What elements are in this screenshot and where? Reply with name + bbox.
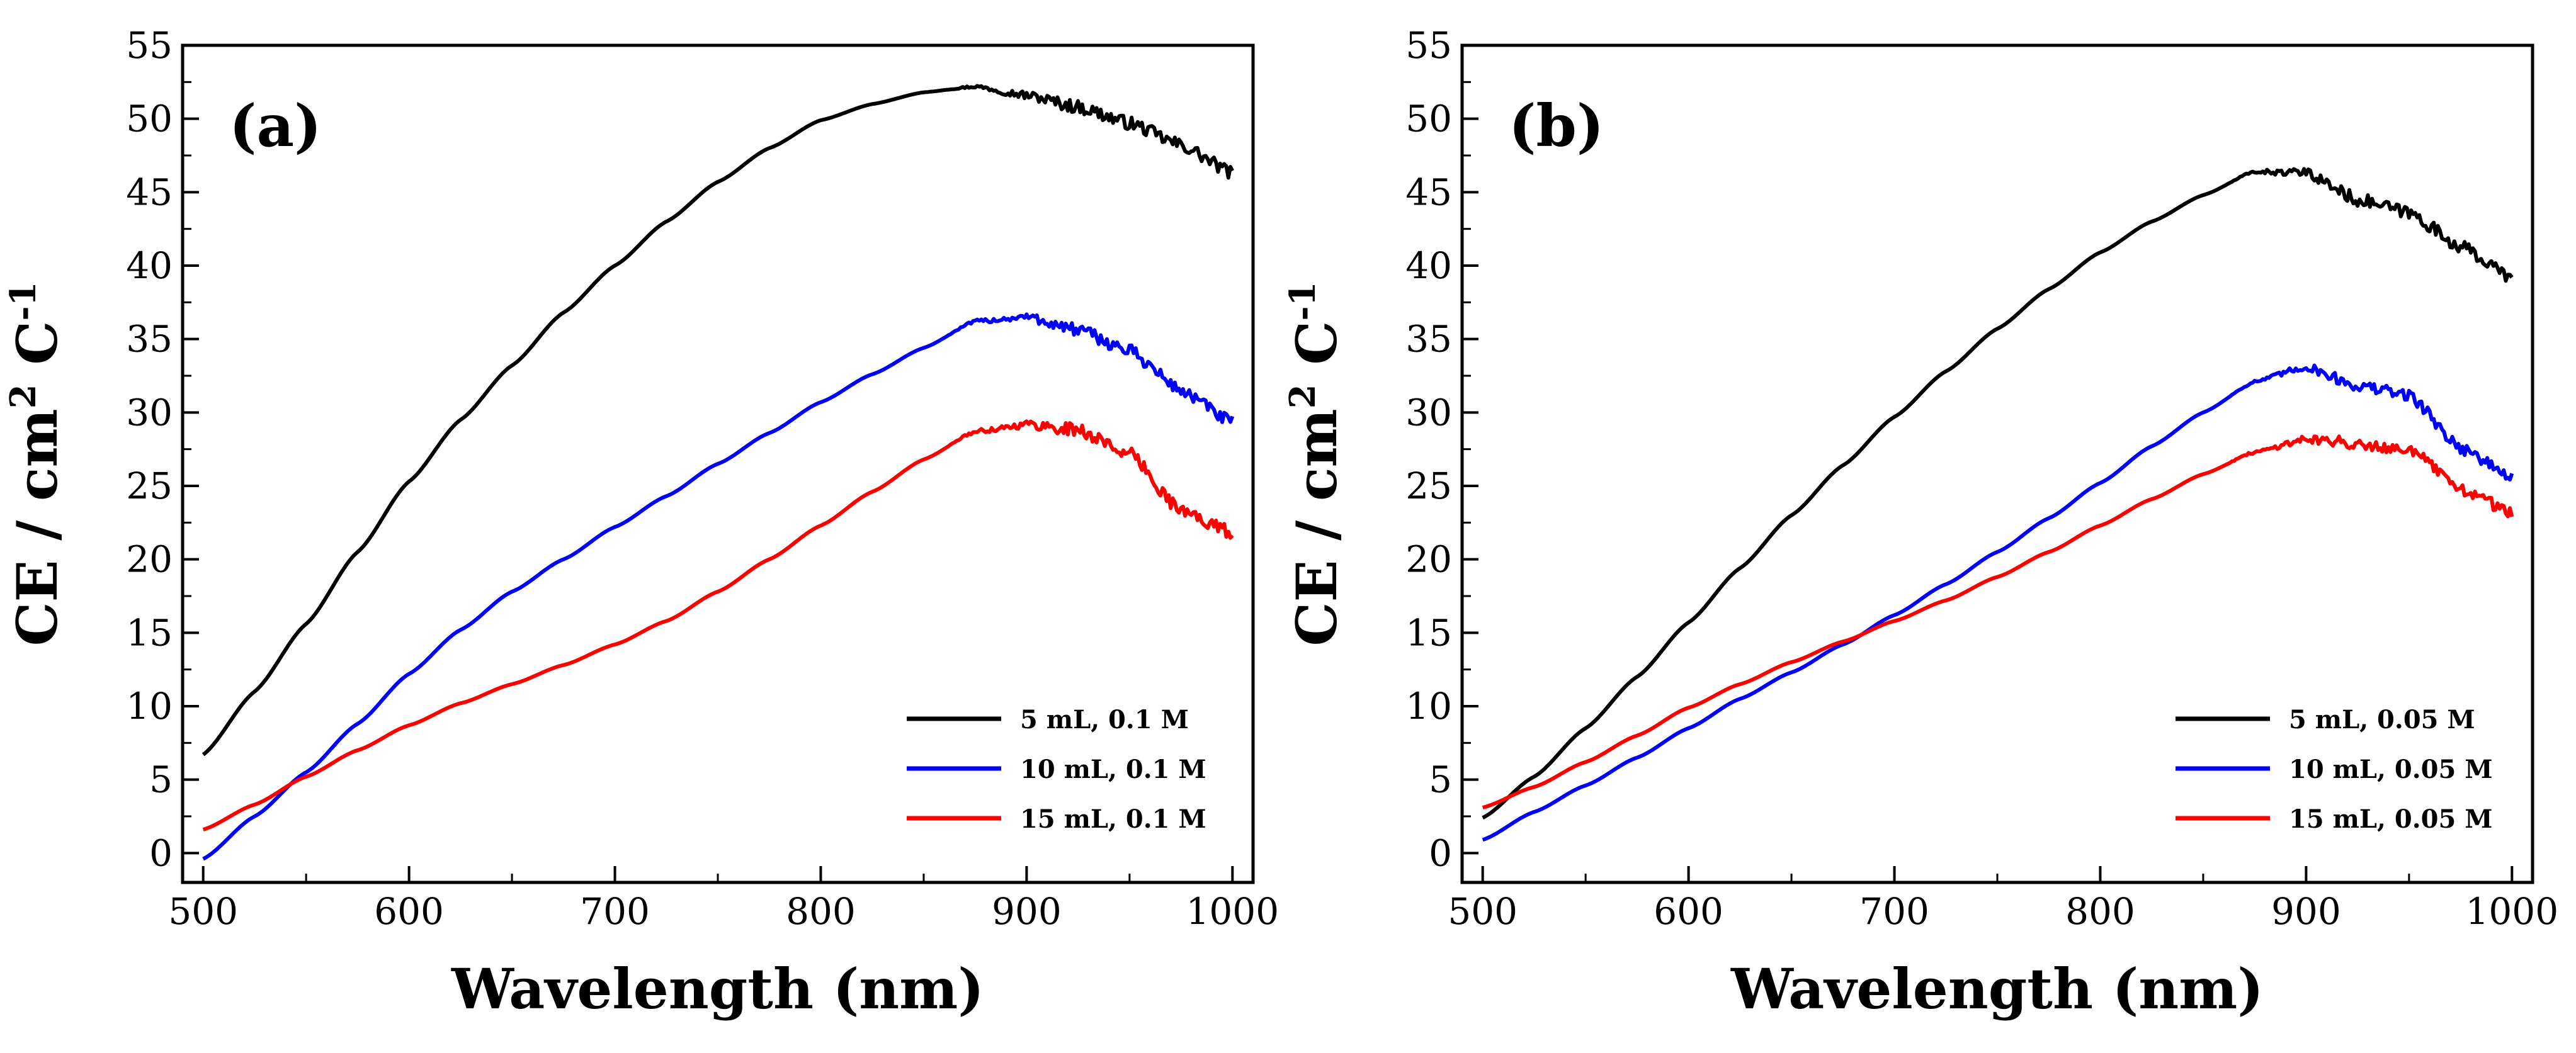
y-tick-label: 50 [1405,98,1452,140]
series-line [202,419,1234,831]
y-tick-label: 0 [149,831,173,874]
y-tick-label: 30 [1405,391,1452,434]
y-tick-label: 25 [1405,465,1452,507]
y-tick-label: 40 [1405,244,1452,287]
panel-label: (b) [1509,92,1604,160]
x-tick-label: 600 [374,890,444,933]
x-tick-label: 900 [992,890,1062,933]
y-tick-label: 10 [1405,685,1452,728]
x-tick-label: 600 [1654,890,1723,933]
series-line [1482,167,2514,819]
y-tick-label: 15 [1405,611,1452,654]
y-tick-label: 45 [126,171,173,213]
y-tick-label: 35 [126,318,173,361]
y-tick-label: 45 [1405,171,1452,213]
y-axis-title: CE / cm2 C-1 [1282,281,1349,646]
x-axis-title: Wavelength (nm) [1730,956,2264,1022]
legend-label: 5 mL, 0.05 M [2289,705,2475,735]
x-tick-label: 900 [2271,890,2341,933]
legend-label: 5 mL, 0.1 M [1020,705,1189,735]
y-tick-label: 30 [126,391,173,434]
y-tick-label: 10 [126,685,173,728]
y-tick-label: 5 [1429,758,1452,801]
x-tick-label: 800 [786,890,856,933]
y-tick-label: 0 [1429,831,1452,874]
x-axis-title: Wavelength (nm) [451,956,984,1022]
y-tick-label: 55 [126,24,173,67]
y-tick-label: 50 [126,98,173,140]
x-tick-label: 800 [2065,890,2135,933]
y-axis-title: CE / cm2 C-1 [3,281,70,646]
x-tick-label: 1000 [1186,890,1279,933]
x-tick-label: 500 [168,890,238,933]
chart-panel-b: 500 600 700 800 900 1000 0 5 10 15 20 25 30 35 40 45 50 5… [1282,24,2558,1022]
y-tick-label: 25 [126,465,173,507]
panel-label: (a) [229,92,322,160]
y-tick-label: 20 [1405,538,1452,581]
x-tick-label: 700 [1859,890,1929,933]
x-tick-label: 500 [1448,890,1518,933]
y-tick-label: 5 [149,758,173,801]
y-tick-label: 40 [126,244,173,287]
y-tick-label: 20 [126,538,173,581]
x-tick-label: 700 [580,890,650,933]
legend-label: 15 mL, 0.05 M [2289,804,2493,834]
y-tick-label: 55 [1405,24,1452,67]
legend-label: 10 mL, 0.1 M [1020,755,1206,784]
legend-label: 10 mL, 0.05 M [2289,755,2493,784]
chart-panel-a: 500 600 700 800 900 1000 0 5 10 15 20 25 30 35 40 45 50 5… [3,24,1279,1022]
y-tick-label: 35 [1405,318,1452,361]
series-line [1482,363,2514,842]
series-line [201,84,1234,757]
y-tick-label: 15 [126,611,173,654]
x-tick-label: 1000 [2466,890,2559,933]
legend-label: 15 mL, 0.1 M [1020,804,1206,834]
series-line [1482,434,2514,809]
series-line [202,312,1235,861]
